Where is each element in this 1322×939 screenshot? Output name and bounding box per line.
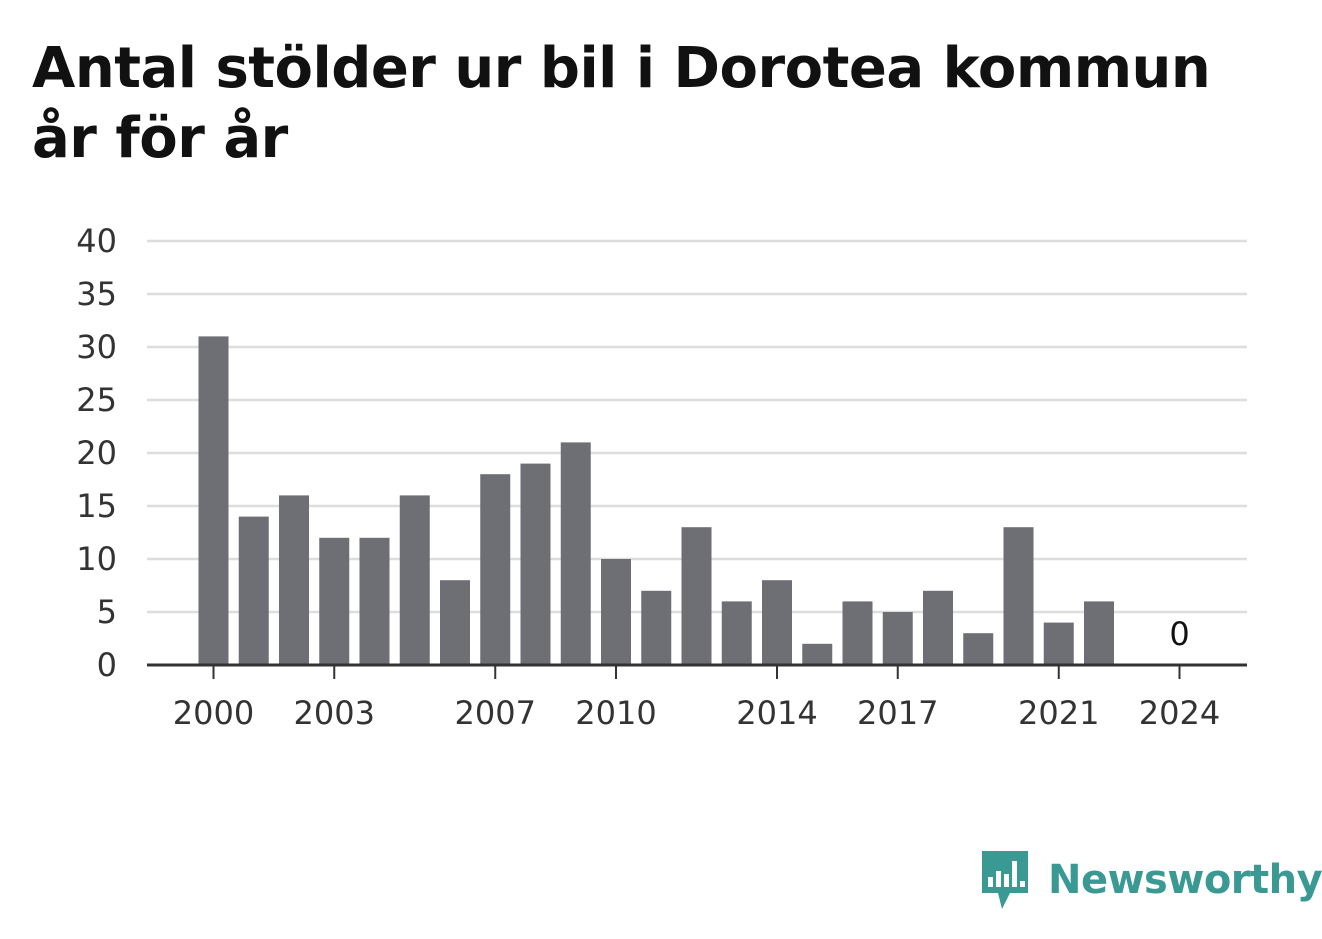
x-tick-label: 2007 xyxy=(455,694,536,732)
bar-2011 xyxy=(641,590,672,665)
gridlines xyxy=(147,239,1247,614)
x-tick-label: 2010 xyxy=(575,694,656,732)
bar-2006 xyxy=(440,580,470,665)
y-tick-label: 25 xyxy=(76,381,117,419)
bar-2015 xyxy=(802,643,833,665)
bar-2004 xyxy=(359,537,390,665)
x-tick-label: 2021 xyxy=(1018,694,1099,732)
bar-2003 xyxy=(319,537,350,665)
newsworthy-logo: Newsworthy xyxy=(980,848,1322,912)
bar-2005 xyxy=(399,495,430,665)
y-tick-label: 40 xyxy=(76,222,117,260)
bar-chart-speech-bubble-icon xyxy=(982,851,1028,909)
chart-title: Antal stölder ur bil i Dorotea kommun år… xyxy=(32,36,1211,171)
bar-2001 xyxy=(238,516,269,665)
x-tick-label: 2024 xyxy=(1139,694,1220,732)
y-tick-label: 5 xyxy=(97,593,117,631)
bar-2022 xyxy=(1084,601,1114,665)
x-tick-label: 2014 xyxy=(736,694,817,732)
y-tick-label: 30 xyxy=(76,328,117,366)
data-labels: 0 xyxy=(1169,615,1189,653)
x-axis-labels: 2000 2003 2007 2010 2014 2017 2021 2024 xyxy=(173,694,1220,732)
y-tick-label: 0 xyxy=(97,646,117,684)
x-tick-label: 2000 xyxy=(173,694,254,732)
bar-2021 xyxy=(1043,622,1074,665)
y-tick-label: 10 xyxy=(76,540,117,578)
bar-2019 xyxy=(963,633,994,665)
y-tick-label: 35 xyxy=(76,275,117,313)
bars xyxy=(198,336,1114,665)
bar-2012 xyxy=(681,527,712,665)
bar-2007 xyxy=(480,474,511,665)
bar-2013 xyxy=(721,601,752,665)
y-axis-labels: 0 5 10 15 20 25 30 35 40 xyxy=(76,222,117,684)
bar-2018 xyxy=(923,590,953,665)
bar-2020 xyxy=(1003,527,1034,665)
bar-2010 xyxy=(601,559,631,665)
bar-2017 xyxy=(882,612,913,665)
bar-2014 xyxy=(762,580,792,665)
bar-2008 xyxy=(520,463,551,665)
bar-2000 xyxy=(198,336,229,665)
x-tick-label: 2017 xyxy=(857,694,938,732)
x-tick-label: 2003 xyxy=(294,694,375,732)
bar-2009 xyxy=(560,442,591,665)
x-axis xyxy=(147,663,1247,679)
brand-name: Newsworthy xyxy=(1048,857,1322,903)
bar-2016 xyxy=(842,601,873,665)
y-tick-label: 20 xyxy=(76,434,117,472)
y-tick-label: 15 xyxy=(76,487,117,525)
bar-2002 xyxy=(279,495,309,665)
data-label: 0 xyxy=(1169,615,1189,653)
